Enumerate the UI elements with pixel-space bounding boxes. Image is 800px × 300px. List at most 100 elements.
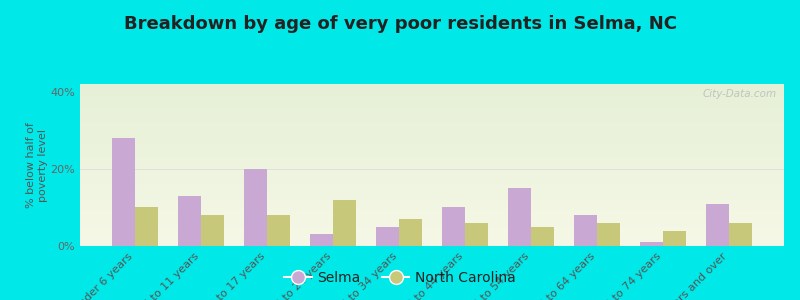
Bar xyxy=(80,165,784,166)
Bar xyxy=(80,114,784,115)
Bar xyxy=(178,196,201,246)
Bar xyxy=(80,124,784,125)
Bar xyxy=(80,214,784,215)
Bar xyxy=(80,135,784,136)
Bar xyxy=(80,115,784,116)
Bar xyxy=(80,140,784,141)
Bar xyxy=(80,181,784,182)
Bar xyxy=(80,202,784,203)
Bar xyxy=(80,126,784,127)
Bar xyxy=(80,224,784,225)
Bar xyxy=(80,151,784,152)
Bar xyxy=(80,210,784,211)
Bar xyxy=(80,234,784,235)
Bar xyxy=(80,87,784,88)
Bar xyxy=(80,232,784,233)
Bar xyxy=(80,219,784,220)
Bar xyxy=(80,143,784,144)
Bar xyxy=(80,218,784,219)
Bar xyxy=(80,145,784,146)
Bar xyxy=(80,149,784,150)
Bar xyxy=(80,220,784,221)
Bar xyxy=(663,231,686,246)
Bar xyxy=(80,178,784,179)
Bar xyxy=(80,108,784,109)
Bar xyxy=(80,215,784,216)
Bar xyxy=(80,146,784,147)
Bar xyxy=(80,189,784,190)
Bar xyxy=(80,206,784,207)
Bar xyxy=(80,112,784,113)
Bar xyxy=(80,130,784,131)
Bar xyxy=(80,161,784,162)
Bar xyxy=(80,175,784,176)
Bar xyxy=(80,101,784,102)
Bar xyxy=(80,96,784,97)
Bar xyxy=(80,240,784,241)
Bar xyxy=(80,125,784,126)
Bar xyxy=(80,103,784,104)
Bar xyxy=(80,182,784,183)
Bar xyxy=(80,186,784,187)
Bar xyxy=(80,129,784,130)
Bar xyxy=(80,226,784,227)
Bar xyxy=(80,148,784,149)
Bar xyxy=(267,215,290,246)
Bar xyxy=(80,86,784,87)
Bar xyxy=(80,213,784,214)
Bar xyxy=(80,207,784,208)
Bar xyxy=(80,150,784,151)
Bar xyxy=(80,155,784,156)
Bar xyxy=(80,164,784,165)
Bar xyxy=(80,192,784,193)
Bar xyxy=(80,245,784,246)
Bar xyxy=(80,160,784,161)
Bar xyxy=(80,134,784,135)
Bar xyxy=(80,190,784,191)
Bar xyxy=(80,128,784,129)
Bar xyxy=(80,106,784,107)
Bar xyxy=(80,119,784,120)
Bar xyxy=(80,231,784,232)
Bar xyxy=(80,228,784,229)
Bar xyxy=(80,200,784,201)
Bar xyxy=(80,98,784,99)
Bar xyxy=(80,237,784,238)
Bar xyxy=(80,184,784,185)
Bar xyxy=(80,239,784,240)
Bar xyxy=(80,209,784,210)
Bar xyxy=(80,127,784,128)
Bar xyxy=(80,123,784,124)
Bar xyxy=(80,242,784,243)
Bar xyxy=(80,172,784,173)
Bar xyxy=(640,242,663,246)
Bar xyxy=(80,162,784,163)
Bar xyxy=(80,203,784,204)
Bar xyxy=(399,219,422,246)
Bar xyxy=(376,227,399,246)
Bar xyxy=(80,111,784,112)
Bar xyxy=(442,207,465,246)
Bar xyxy=(80,222,784,223)
Bar xyxy=(112,138,135,246)
Bar xyxy=(80,168,784,169)
Bar xyxy=(80,117,784,118)
Bar xyxy=(80,159,784,160)
Bar xyxy=(574,215,597,246)
Bar xyxy=(80,138,784,139)
Bar xyxy=(80,107,784,108)
Bar xyxy=(80,204,784,205)
Bar xyxy=(244,169,267,246)
Bar xyxy=(80,97,784,98)
Bar xyxy=(80,171,784,172)
Bar xyxy=(597,223,620,246)
Bar xyxy=(80,244,784,245)
Bar xyxy=(80,116,784,117)
Bar xyxy=(80,194,784,195)
Bar xyxy=(80,235,784,236)
Bar xyxy=(80,167,784,168)
Bar xyxy=(80,223,784,224)
Bar xyxy=(531,227,554,246)
Bar xyxy=(80,104,784,105)
Bar xyxy=(80,216,784,217)
